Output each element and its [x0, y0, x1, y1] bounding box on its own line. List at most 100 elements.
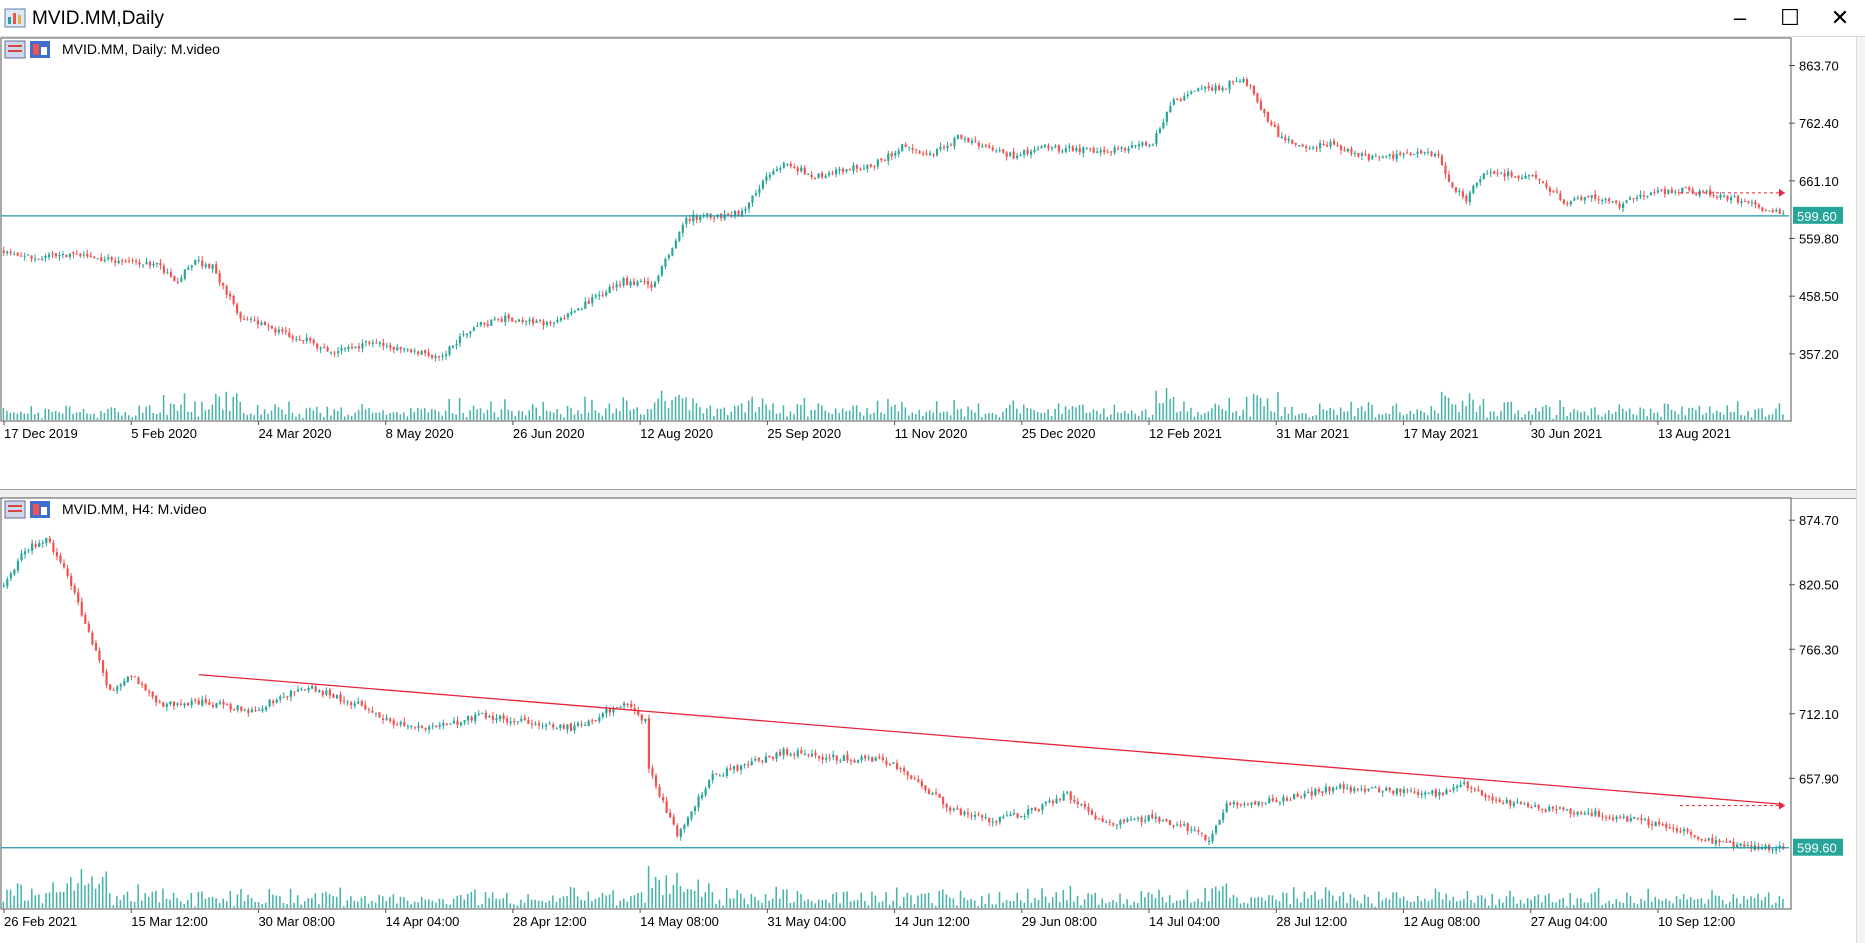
volume-bar: [1496, 416, 1499, 420]
candle-body: [399, 722, 402, 725]
candle-body: [1562, 807, 1565, 810]
candle-body: [1626, 816, 1629, 822]
volume-bar: [761, 902, 763, 908]
volume-bar: [1075, 407, 1077, 420]
volume-bar: [172, 892, 175, 908]
volume-bar: [1670, 409, 1673, 420]
candle-body: [1721, 841, 1725, 843]
chart-properties-icon[interactable]: [30, 41, 50, 58]
volume-bar: [878, 902, 880, 908]
volume-bar: [1697, 899, 1699, 908]
candle-body: [1426, 151, 1430, 153]
volume-bar: [1580, 898, 1582, 908]
minimize-button[interactable]: –: [1733, 5, 1747, 30]
candle-body: [1473, 788, 1476, 790]
volume-bar: [110, 407, 113, 420]
candle-body: [264, 707, 268, 710]
volume-bar: [665, 875, 668, 908]
candle-body: [1440, 155, 1444, 166]
candle-body: [1112, 823, 1115, 825]
volume-bar: [1134, 413, 1136, 420]
candle-body: [319, 347, 322, 349]
candle-body: [1110, 151, 1113, 153]
right-scroll-strip[interactable]: [1856, 37, 1865, 943]
candle-body: [660, 266, 663, 276]
candle-body: [626, 703, 629, 705]
time-tick-label: 30 Mar 08:00: [258, 914, 335, 929]
volume-bar: [824, 410, 827, 420]
volume-bar: [1378, 414, 1380, 420]
candle-body: [27, 254, 30, 256]
volume-bar: [1367, 897, 1369, 908]
maximize-button[interactable]: ☐: [1780, 5, 1800, 30]
candle-body: [155, 695, 158, 703]
volume-bar: [342, 906, 345, 908]
candle-body: [786, 749, 789, 755]
candle-body: [835, 755, 838, 761]
volume-bar: [347, 414, 349, 420]
candle-body: [94, 643, 98, 651]
volume-bar: [119, 900, 122, 908]
close-button[interactable]: ✕: [1830, 5, 1850, 30]
candle-body: [1647, 818, 1650, 826]
volume-bar: [1447, 397, 1450, 420]
candle-body: [664, 258, 667, 267]
volume-bar: [584, 900, 586, 908]
trend-line[interactable]: [198, 673, 1784, 806]
candle-body: [1424, 792, 1427, 795]
candle-body: [903, 768, 906, 772]
candle-body: [197, 259, 200, 261]
volume-bar: [511, 410, 513, 420]
candle-body: [1688, 187, 1691, 191]
indicator-list-icon[interactable]: [4, 500, 26, 519]
volume-bar: [1451, 404, 1453, 420]
candle-body: [30, 255, 33, 259]
daily-price-chart[interactable]: MVID.MM, Daily: M.video 599.60 863.70762…: [0, 37, 1856, 452]
candle-body: [1353, 153, 1357, 155]
volume-bar: [247, 894, 249, 908]
candle-body: [112, 689, 115, 691]
volume-bar: [1523, 903, 1525, 908]
indicator-list-icon[interactable]: [4, 40, 26, 59]
candle-body: [1229, 803, 1232, 805]
candle-body: [676, 825, 679, 837]
candle-body: [1264, 802, 1267, 804]
candle-body: [208, 263, 211, 268]
candle-body: [803, 167, 806, 175]
candle-body: [1282, 797, 1285, 802]
candle-body: [1321, 791, 1324, 794]
candle-body: [1484, 794, 1487, 798]
volume-bar: [13, 412, 15, 420]
volume-bar: [1110, 414, 1112, 420]
candle-body: [1722, 195, 1726, 197]
volume-bar: [1169, 398, 1171, 420]
volume-bar: [1282, 892, 1284, 908]
volume-bar: [927, 892, 930, 908]
volume-bar: [1416, 409, 1419, 420]
candle-body: [888, 763, 892, 765]
volume-bar: [632, 409, 635, 420]
candle-body: [885, 760, 888, 765]
chart-properties-icon[interactable]: [30, 501, 50, 518]
candle-body: [1587, 196, 1590, 198]
volume-bar: [1660, 416, 1662, 420]
volume-bar: [1693, 899, 1696, 908]
candle-body: [1489, 172, 1492, 174]
volume-bar: [739, 893, 742, 908]
volume-bar: [1119, 893, 1121, 908]
candle-body: [256, 320, 260, 325]
volume-bar: [1684, 415, 1687, 420]
candle-body: [527, 720, 530, 724]
volume-bar: [1689, 897, 1692, 908]
candle-body: [1378, 156, 1381, 158]
candle-body: [1190, 829, 1193, 831]
volume-bar: [1120, 413, 1123, 420]
volume-bar: [59, 891, 61, 908]
volume-bar: [1151, 894, 1153, 908]
candle-body: [456, 720, 459, 725]
h4-price-chart[interactable]: MVID.MM, H4: M.video 599.60 874.70820.50…: [0, 497, 1856, 943]
volume-bar: [1406, 413, 1408, 420]
volume-bar: [1335, 900, 1338, 908]
time-tick-label: 30 Jun 2021: [1531, 426, 1603, 441]
candle-body: [1660, 189, 1663, 191]
